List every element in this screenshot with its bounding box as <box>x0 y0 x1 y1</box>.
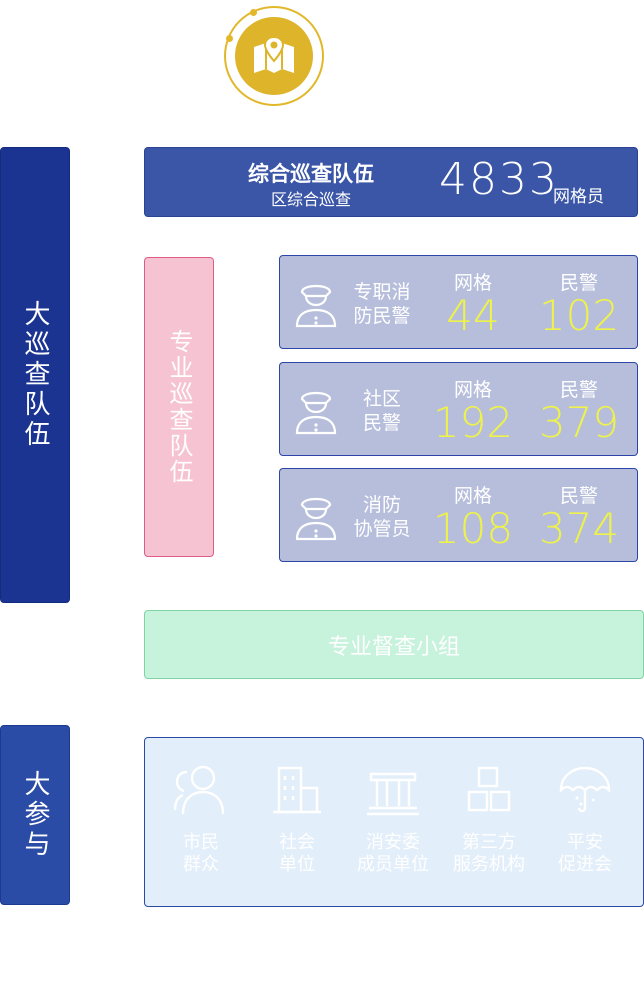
participant-peace-association: 平安 促进会 <box>537 764 633 876</box>
officer-icon <box>295 497 337 541</box>
patrol-title: 综合巡查队伍 <box>248 162 374 186</box>
officer-icon <box>295 284 337 328</box>
professional-supervision-group: 专业督查小组 <box>144 610 644 679</box>
participant-citizens: 市民 群众 <box>153 764 249 876</box>
team-name: 专职消 防民警 <box>353 281 411 327</box>
patrol-count: 4833 <box>439 154 559 205</box>
grid-column-label: 网格 <box>453 485 492 507</box>
team-card-fire-assistants: 消防 协管员 网格 民警 108 374 <box>279 468 638 562</box>
participant-label: 平安 促进会 <box>558 832 612 875</box>
comprehensive-patrol-bar: 综合巡查队伍 区综合巡查 4833 网格员 <box>144 147 638 217</box>
big-patrol-team-bar: 大巡查队伍 <box>0 147 70 603</box>
professional-patrol-team-bar: 专业巡查队伍 <box>144 257 214 557</box>
participant-label: 消安委 成员单位 <box>357 832 429 875</box>
police-count: 374 <box>538 504 620 553</box>
officer-icon <box>295 391 337 435</box>
blocks-icon <box>467 766 511 812</box>
police-count: 379 <box>538 398 620 447</box>
big-participation-bar: 大参与 <box>0 725 70 905</box>
participant-third-party: 第三方 服务机构 <box>441 764 537 876</box>
team-card-community-police: 社区 民警 网格 民警 192 379 <box>279 362 638 456</box>
big-patrol-team-label: 大巡查队伍 <box>20 300 50 450</box>
grid-count: 108 <box>432 504 514 553</box>
participation-panel: 市民 群众 社会 单位 消安委 成员单位 第三方 服务机构 <box>144 737 644 907</box>
participant-label: 第三方 服务机构 <box>453 832 525 875</box>
professional-patrol-team-label: 专业巡查队伍 <box>165 329 193 485</box>
patrol-unit: 网格员 <box>553 187 604 207</box>
supervision-label: 专业督查小组 <box>327 634 460 660</box>
map-pin-icon <box>235 17 313 95</box>
participant-social-units: 社会 单位 <box>249 764 345 876</box>
participant-committee-members: 消安委 成员单位 <box>345 764 441 876</box>
team-card-fire-police: 专职消 防民警 网格 民警 44 102 <box>279 255 638 349</box>
patrol-subtitle: 区综合巡查 <box>270 190 351 209</box>
participant-label: 市民 群众 <box>183 832 219 875</box>
building-icon <box>273 766 321 814</box>
team-name: 消防 协管员 <box>353 494 411 540</box>
people-icon <box>173 765 225 815</box>
grid-column-label: 网格 <box>453 379 492 401</box>
team-name: 社区 民警 <box>362 388 401 434</box>
participant-label: 社会 单位 <box>279 832 315 875</box>
police-column-label: 民警 <box>559 379 598 401</box>
grid-count: 44 <box>446 291 500 340</box>
police-column-label: 民警 <box>559 485 598 507</box>
grid-column-label: 网格 <box>453 272 492 294</box>
big-participation-label: 大参与 <box>20 770 50 860</box>
emblem-dot <box>250 9 257 16</box>
police-count: 102 <box>538 291 620 340</box>
emblem-dot <box>226 35 233 42</box>
emblem-ring <box>224 6 324 106</box>
grid-count: 192 <box>432 398 514 447</box>
police-column-label: 民警 <box>559 272 598 294</box>
umbrella-icon <box>559 766 611 813</box>
government-icon <box>367 772 419 816</box>
